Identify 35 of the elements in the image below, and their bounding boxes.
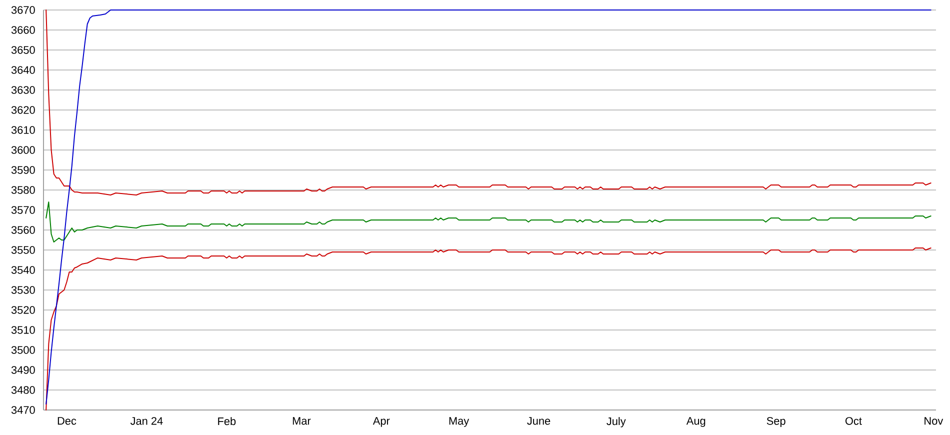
x-tick-label: Dec — [58, 417, 76, 425]
line-series — [46, 9, 932, 404]
y-tick-label: 3580 — [11, 186, 35, 194]
y-tick-label: 3640 — [11, 66, 35, 74]
y-tick-label: 3480 — [11, 386, 35, 394]
x-tick-label: Aug — [686, 417, 706, 427]
y-tick-label: 3670 — [11, 6, 35, 14]
x-tick-label: Oct — [845, 417, 862, 425]
y-tick-label: 3520 — [11, 306, 35, 314]
y-tick-label: 3600 — [11, 146, 35, 154]
y-tick-label: 3630 — [11, 86, 35, 94]
y-tick-label: 3510 — [11, 326, 35, 334]
y-tick-label: 3590 — [11, 166, 35, 174]
x-tick-label: June — [527, 417, 550, 425]
x-tick-label: Feb — [218, 417, 236, 426]
y-tick-label: 3490 — [11, 366, 35, 374]
x-tick-label: Sep — [766, 417, 786, 428]
y-tick-label: 3540 — [11, 266, 35, 274]
line-series — [46, 201, 932, 242]
y-tick-label: 3550 — [11, 246, 35, 254]
y-tick-label: 3500 — [11, 346, 35, 354]
y-tick-label: 3610 — [11, 126, 35, 134]
y-tick-label: 3650 — [11, 46, 35, 54]
x-tick-label: July — [606, 417, 626, 428]
x-tick-label: Mar — [292, 417, 311, 425]
y-tick-label: 3530 — [11, 286, 35, 294]
y-tick-label: 3620 — [11, 106, 35, 114]
x-tick-label: Nov — [924, 417, 944, 425]
x-tick-label: Apr — [372, 417, 390, 427]
x-tick-label: May — [449, 417, 470, 427]
y-tick-label: 3570 — [11, 206, 35, 214]
y-tick-label: 3560 — [11, 226, 35, 234]
y-tick-label: 3470 — [11, 406, 35, 414]
x-tick-label: Jan 24 — [130, 417, 163, 425]
y-tick-label: 3660 — [11, 26, 35, 34]
